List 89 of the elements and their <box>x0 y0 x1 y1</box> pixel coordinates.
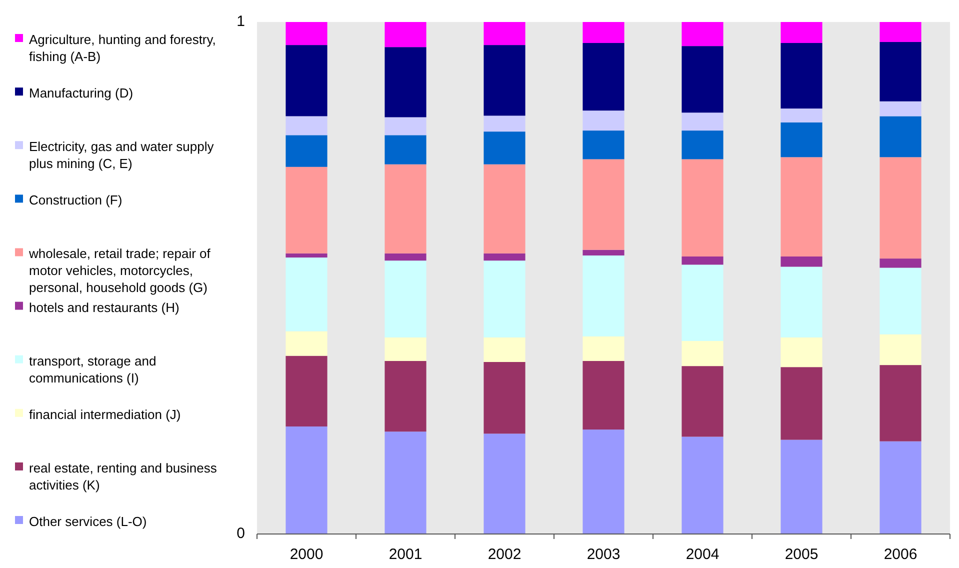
bar <box>780 266 822 338</box>
bar <box>484 362 526 434</box>
x-tick-label: 2003 <box>586 546 620 563</box>
bar <box>286 356 328 426</box>
bar <box>582 336 624 361</box>
bar <box>780 367 822 440</box>
bar <box>582 22 624 43</box>
bar <box>880 334 922 366</box>
bar <box>880 157 922 259</box>
bar <box>384 432 426 534</box>
x-tick-label: 2002 <box>488 546 522 563</box>
x-tick-label: 2006 <box>884 546 918 563</box>
bar <box>880 42 922 102</box>
y-tick-label: 0 <box>236 525 245 542</box>
bar <box>484 164 526 254</box>
bar <box>880 258 922 268</box>
bar <box>384 360 426 432</box>
bar <box>780 42 822 109</box>
bar <box>484 116 526 132</box>
legend-label: real estate, renting and business activities (K) <box>29 460 218 492</box>
bar <box>484 45 526 116</box>
bar <box>780 157 822 256</box>
legend-label: transport, storage and communications (I) <box>29 353 156 386</box>
bar <box>484 253 526 261</box>
bar <box>384 253 426 261</box>
bar <box>780 256 822 267</box>
bar <box>582 159 624 250</box>
bar <box>682 130 724 160</box>
x-tick-label: 2001 <box>388 546 422 563</box>
bar <box>582 42 624 111</box>
x-tick-label: 2000 <box>290 546 324 563</box>
bar <box>286 22 328 46</box>
bar <box>880 22 922 42</box>
bar <box>384 164 426 254</box>
legend-label: Electricity, gas and water supply plus mining (C, E) <box>29 139 214 172</box>
bar <box>286 253 328 258</box>
bar <box>582 250 624 256</box>
bar <box>484 22 526 46</box>
bar <box>682 22 724 46</box>
bar <box>286 45 328 116</box>
legend-label: wholesale, retail trade; repair of motor vehicles, motorcycles, personal, household goods (G) <box>28 246 211 296</box>
x-tick-label: 2005 <box>784 546 818 563</box>
legend-label: financial intermediation (J) <box>29 406 181 422</box>
bar <box>582 360 624 430</box>
bar <box>286 116 328 136</box>
bar <box>286 426 328 534</box>
legend-label: hotels and restaurants (H) <box>29 300 180 315</box>
bar <box>780 337 822 368</box>
bar <box>384 22 426 48</box>
legend-label: Agriculture, hunting and forestry, fishing (A-B) <box>29 32 216 64</box>
bar <box>484 434 526 534</box>
bar <box>384 260 426 338</box>
bar <box>880 116 922 158</box>
bar <box>484 337 526 362</box>
bar <box>780 122 822 158</box>
bar <box>682 264 724 341</box>
bar <box>582 430 624 534</box>
bar <box>682 112 724 131</box>
bar <box>780 22 822 43</box>
bar <box>384 337 426 361</box>
bar <box>582 130 624 160</box>
bar <box>880 101 922 116</box>
bar <box>582 255 624 336</box>
legend-label: Construction (F) <box>29 192 122 208</box>
bar <box>682 436 724 534</box>
bar <box>880 365 922 442</box>
bar <box>384 47 426 118</box>
bar <box>286 331 328 356</box>
bar <box>780 440 822 534</box>
legend-label: Other services (L-O) <box>29 514 147 529</box>
bar <box>286 166 328 254</box>
bar <box>682 340 724 366</box>
bar <box>582 110 624 131</box>
bar <box>384 117 426 136</box>
bar <box>682 256 724 265</box>
bar <box>682 366 724 437</box>
bar <box>880 268 922 334</box>
bar <box>484 260 526 338</box>
bar <box>880 441 922 534</box>
bar <box>286 135 328 167</box>
bar <box>682 46 724 113</box>
y-tick-label: 1 <box>236 13 245 30</box>
bar <box>484 132 526 164</box>
x-tick-label: 2004 <box>686 546 720 563</box>
bar <box>384 135 426 164</box>
bar <box>286 258 328 332</box>
legend-label: Manufacturing (D) <box>29 86 134 101</box>
bar <box>780 108 822 122</box>
bar <box>682 159 724 256</box>
